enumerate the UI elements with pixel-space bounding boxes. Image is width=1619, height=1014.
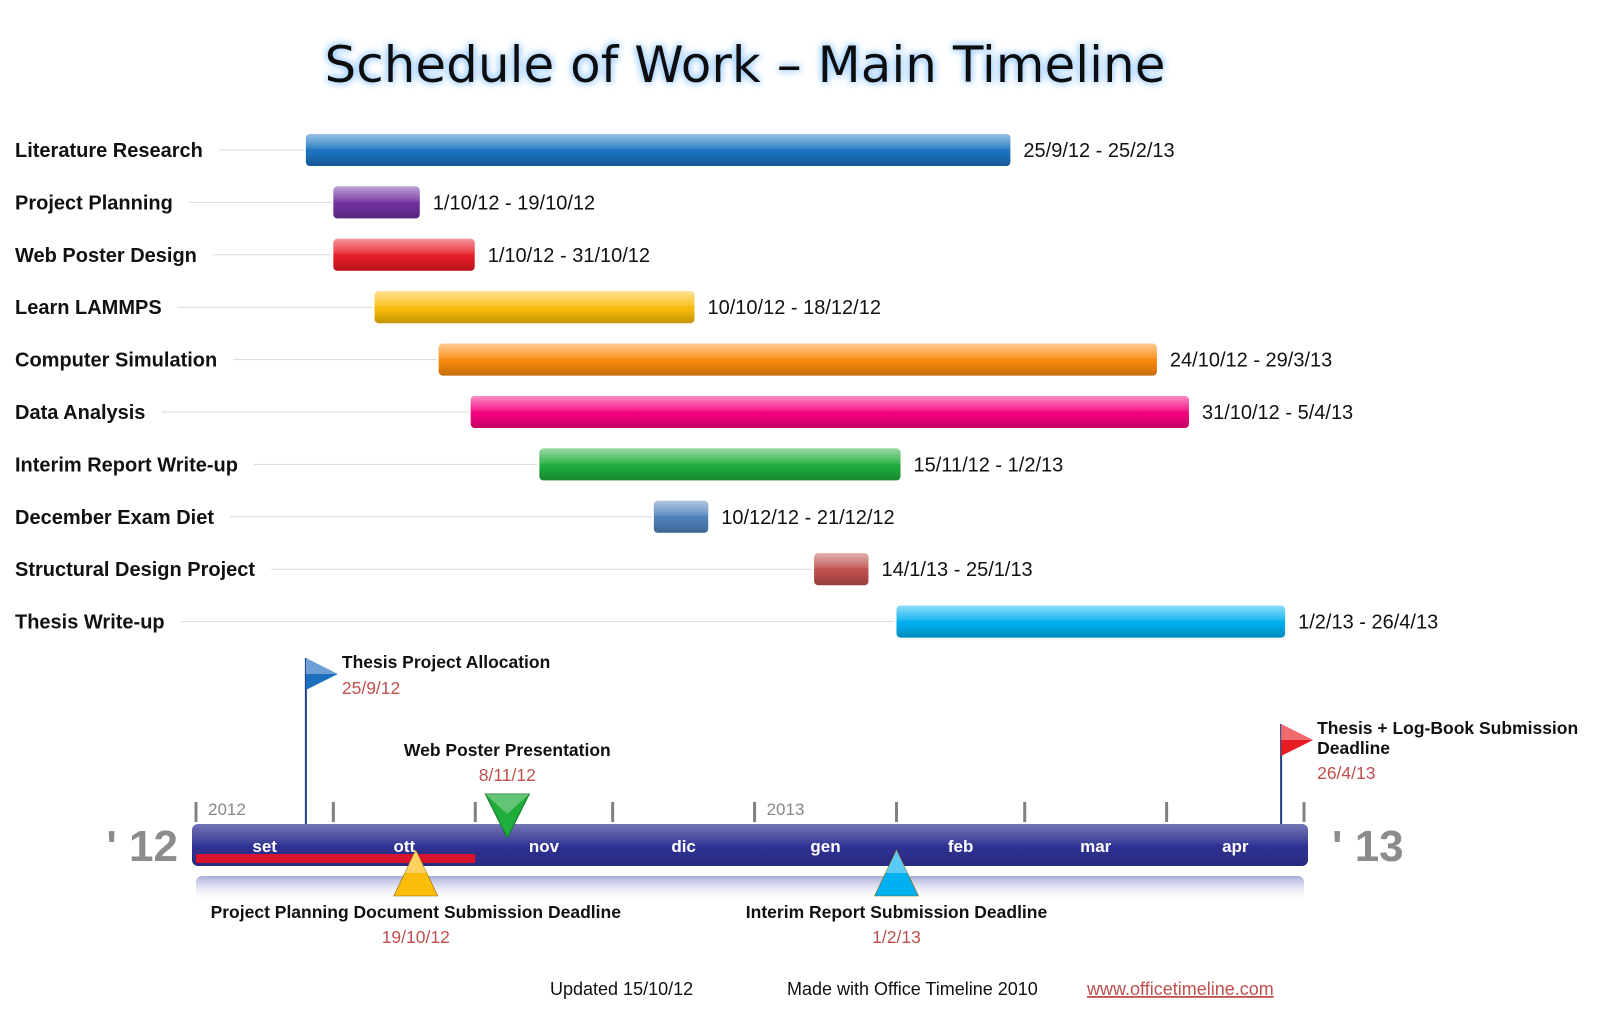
task-label: Web Poster Design [15, 245, 197, 267]
task-bar-gloss [653, 500, 709, 533]
flag-gloss [305, 658, 338, 674]
flag-icon[interactable] [1281, 724, 1314, 756]
month-label: ott [393, 837, 415, 856]
milestone: Project Planning Document Submission Dea… [211, 849, 622, 947]
milestone-triangle-icon[interactable] [484, 793, 531, 840]
task-date-range: 1/10/12 - 19/10/12 [433, 192, 595, 214]
month-label: gen [810, 837, 840, 856]
milestone-triangle-icon[interactable] [393, 849, 439, 897]
task-date-range: 10/10/12 - 18/12/12 [707, 297, 880, 319]
chart-title: Schedule of Work – Main Timeline [325, 36, 1166, 94]
triangle-gloss [885, 850, 908, 873]
milestone-title: Thesis Project Allocation [342, 652, 550, 672]
month-label: nov [529, 837, 560, 856]
triangle-gloss [404, 850, 427, 873]
year-label: 2013 [767, 800, 805, 819]
month-label: mar [1080, 837, 1112, 856]
milestone-date: 26/4/13 [1317, 763, 1375, 783]
milestone-date: 8/11/12 [479, 765, 536, 785]
task-bar-gloss [814, 553, 869, 586]
year-label: 2012 [208, 800, 246, 819]
task-label: Data Analysis [15, 402, 145, 424]
task-label: Literature Research [15, 140, 203, 162]
milestone-title: Deadline [1317, 738, 1390, 758]
task-label: Computer Simulation [15, 350, 217, 372]
timeline-axis: set ott nov dic gen feb mar apr 2012 2013 ' 12 ' 13 [106, 800, 1404, 902]
milestone-title: Web Poster Presentation [404, 740, 611, 760]
task-row: Learn LAMMPS 10/10/12 - 18/12/12 [15, 291, 881, 324]
task-bar-gloss [438, 343, 1157, 376]
month-label: dic [671, 837, 696, 856]
milestone-triangle-icon[interactable] [874, 849, 919, 897]
task-label: Thesis Write-up [15, 612, 165, 634]
task-bar-gloss [333, 238, 475, 271]
task-bar-gloss [539, 448, 901, 481]
task-date-range: 1/2/13 - 26/4/13 [1298, 612, 1438, 634]
milestone-title: Interim Report Submission Deadline [746, 902, 1048, 922]
end-year-label: ' 13 [1332, 822, 1404, 871]
task-bar-gloss [333, 186, 420, 219]
task-row: Project Planning 1/10/12 - 19/10/12 [15, 186, 595, 219]
task-row: Web Poster Design 1/10/12 - 31/10/12 [15, 238, 650, 271]
footer-made-with: Made with Office Timeline 2010 [787, 979, 1038, 999]
task-bar-gloss [470, 396, 1189, 428]
milestone-title: Project Planning Document Submission Dea… [211, 902, 622, 922]
milestone-title: Thesis + Log-Book Submission [1317, 718, 1578, 738]
task-label: Interim Report Write-up [15, 454, 238, 476]
milestone-date: 1/2/13 [872, 927, 921, 947]
elapsed-marker [196, 854, 476, 863]
task-row: Structural Design Project 14/1/13 - 25/1/… [15, 553, 1033, 586]
month-label: feb [948, 837, 974, 856]
task-label: Structural Design Project [15, 559, 255, 581]
milestone: Thesis Project Allocation 25/9/12 [304, 652, 550, 824]
task-row: Data Analysis 31/10/12 - 5/4/13 [15, 396, 1353, 428]
task-label: December Exam Diet [15, 507, 214, 529]
flag-gloss [1281, 724, 1314, 740]
milestone-date: 25/9/12 [342, 678, 400, 698]
milestones: Thesis Project Allocation 25/9/12 Web Post… [211, 652, 1579, 947]
task-date-range: 14/1/13 - 25/1/13 [881, 559, 1032, 581]
milestone-date: 19/10/12 [382, 927, 450, 947]
task-date-range: 25/9/12 - 25/2/13 [1023, 140, 1174, 162]
task-row: Interim Report Write-up 15/11/12 - 1/2/13 [15, 448, 1064, 481]
task-bar-gloss [896, 605, 1286, 638]
task-bar-gloss [374, 291, 695, 324]
task-date-range: 15/11/12 - 1/2/13 [914, 454, 1064, 476]
footer-link[interactable]: www.officetimeline.com [1086, 979, 1274, 999]
task-date-range: 24/10/12 - 29/3/13 [1170, 350, 1332, 372]
task-label: Project Planning [15, 192, 173, 214]
task-rows: Literature Research 25/9/12 - 25/2/13 Proj… [15, 134, 1438, 638]
task-bar-gloss [305, 134, 1011, 166]
task-row: Thesis Write-up 1/2/13 - 26/4/13 [15, 605, 1438, 638]
task-row: December Exam Diet 10/12/12 - 21/12/12 [15, 500, 895, 533]
task-label: Learn LAMMPS [15, 297, 162, 319]
timeline-reflection [196, 876, 1304, 902]
flag-icon[interactable] [305, 658, 338, 690]
task-date-range: 1/10/12 - 31/10/12 [488, 245, 650, 267]
task-date-range: 31/10/12 - 5/4/13 [1202, 402, 1353, 424]
task-row: Literature Research 25/9/12 - 25/2/13 [15, 134, 1175, 166]
month-label: apr [1222, 837, 1249, 856]
footer-updated: Updated 15/10/12 [550, 979, 693, 999]
month-label: set [252, 837, 277, 856]
milestone: Web Poster Presentation 8/11/12 [404, 740, 611, 840]
task-row: Computer Simulation 24/10/12 - 29/3/13 [15, 343, 1332, 376]
milestone: Interim Report Submission Deadline 1/2/13 [746, 849, 1048, 947]
task-date-range: 10/12/12 - 21/12/12 [721, 507, 894, 529]
start-year-label: ' 12 [106, 822, 178, 871]
triangle-gloss [485, 794, 530, 814]
